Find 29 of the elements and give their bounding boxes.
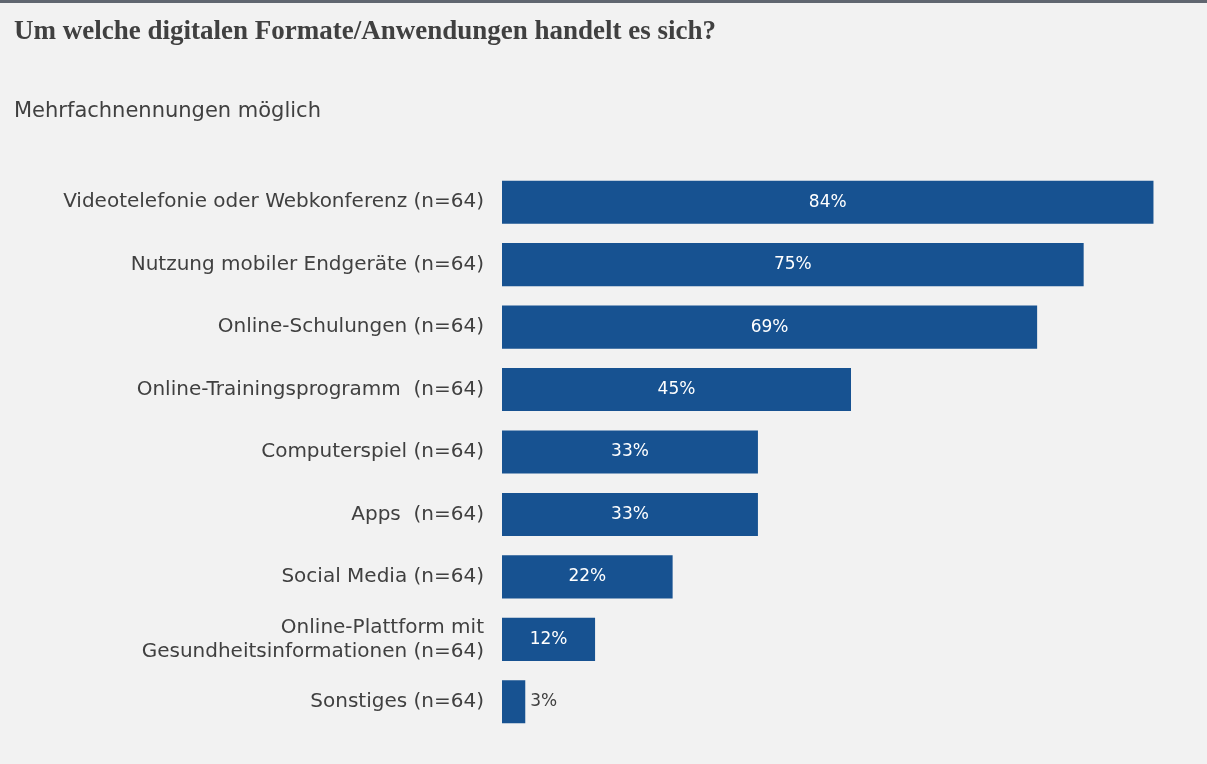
bar xyxy=(502,492,758,536)
bar xyxy=(502,680,526,724)
bar xyxy=(502,180,1154,224)
bar xyxy=(502,430,758,474)
data-label: 45% xyxy=(657,377,696,398)
y-tick-label: Sonstiges (n=64) xyxy=(310,687,484,712)
chart-title: Um welche digitalen Formate/Anwendungen handelt es sich? xyxy=(14,15,716,46)
data-label: 75% xyxy=(773,253,812,274)
y-tick-label: Online-Schulungen (n=64) xyxy=(217,313,484,338)
bar xyxy=(502,243,1084,287)
bar xyxy=(502,555,673,599)
y-tick-label: Apps (n=64) xyxy=(351,500,484,525)
y-tick-label: Online-Plattform mit Gesundheitsinformationen (n=64) xyxy=(141,613,485,662)
data-label: 12% xyxy=(529,627,568,648)
bar xyxy=(502,305,1038,349)
data-label: 3% xyxy=(530,690,558,711)
y-tick-label: Videotelefonie oder Webkonferenz (n=64) xyxy=(63,188,484,213)
y-tick-label: Computerspiel (n=64) xyxy=(261,438,484,463)
bar xyxy=(502,617,596,661)
y-tick-label: Nutzung mobiler Endgeräte (n=64) xyxy=(130,250,484,275)
y-tick-label: Social Media (n=64) xyxy=(281,563,484,588)
data-label: 69% xyxy=(750,315,789,336)
data-label: 84% xyxy=(808,190,847,211)
data-label: 33% xyxy=(611,440,649,461)
bar xyxy=(502,368,851,412)
text: Mehrfachnennungen möglich xyxy=(14,98,321,122)
y-tick-label: Online-Trainingsprogramm (n=64) xyxy=(136,375,484,400)
data-label: 22% xyxy=(568,565,607,586)
data-label: 33% xyxy=(611,502,649,523)
